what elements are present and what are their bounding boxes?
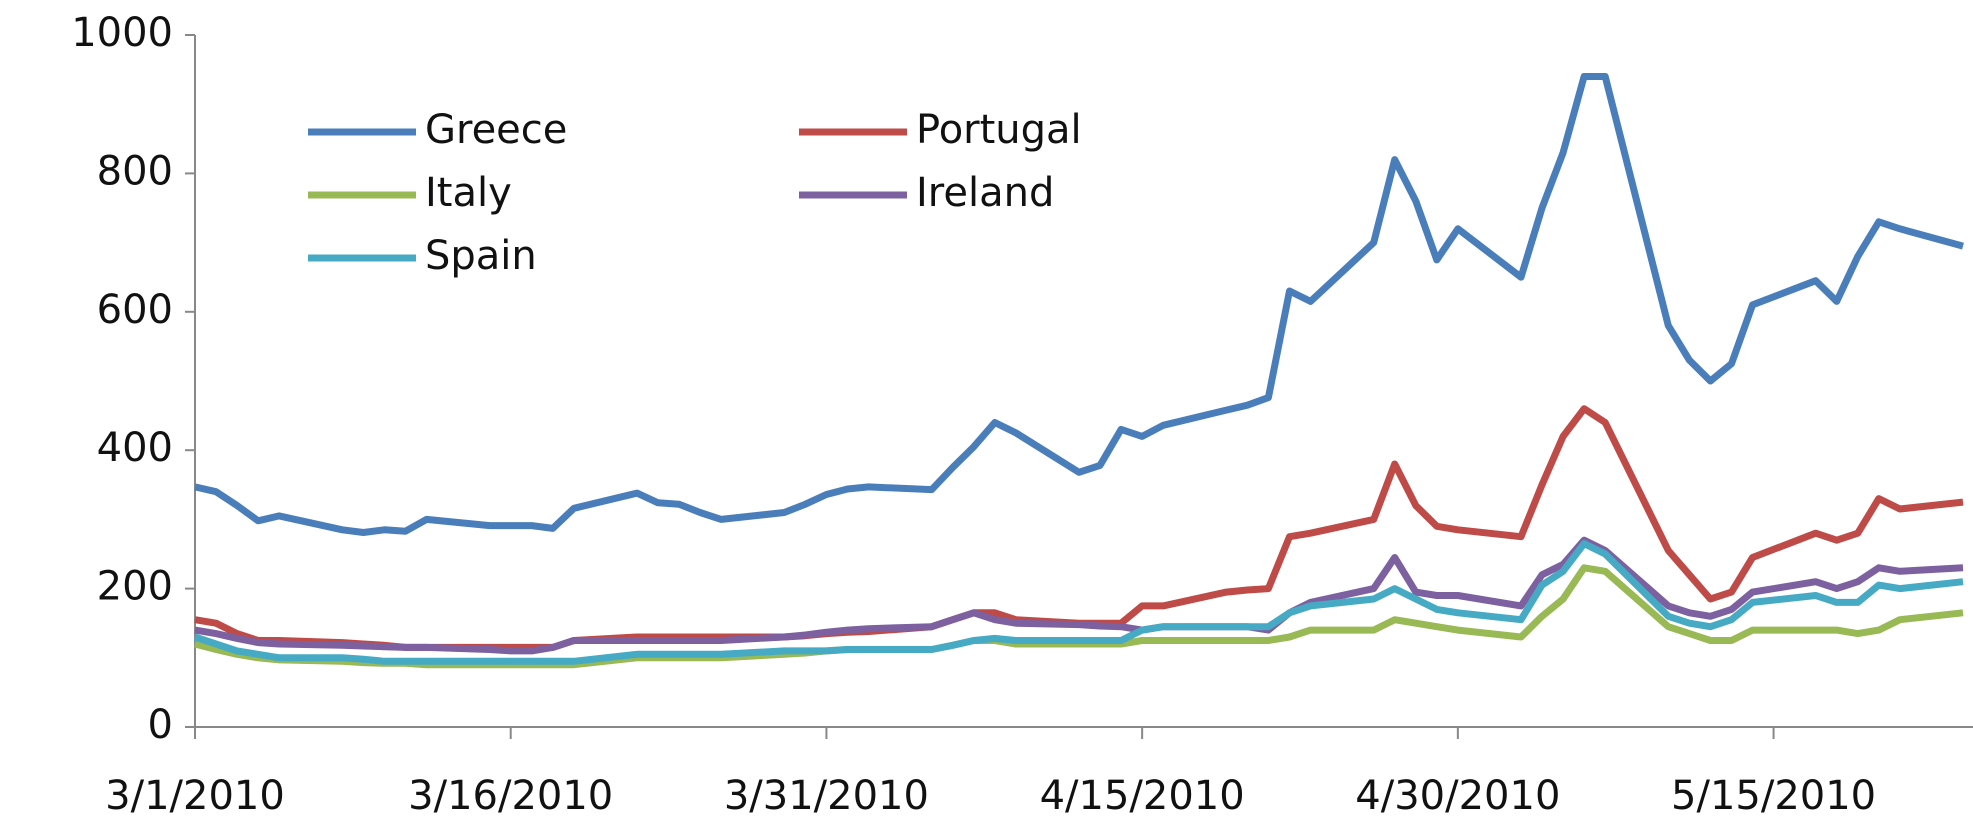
y-tick-label: 1000 (71, 10, 173, 56)
x-tick-label: 3/16/2010 (408, 773, 613, 819)
x-tick-label: 5/15/2010 (1671, 773, 1876, 819)
legend-label: Ireland (916, 170, 1054, 216)
legend-label: Portugal (916, 107, 1082, 153)
series-line (194, 73, 1964, 536)
legend-label: Greece (425, 107, 567, 153)
x-tick-label: 3/31/2010 (724, 773, 929, 819)
y-tick-label: 600 (97, 287, 173, 333)
y-tick-label: 200 (97, 564, 173, 610)
y-tick-label: 800 (97, 148, 173, 194)
legend-label: Spain (425, 233, 537, 279)
series-line (193, 540, 1964, 665)
legend-label: Italy (425, 170, 512, 216)
series-line (194, 536, 1964, 655)
y-tick-label: 0 (148, 702, 173, 748)
x-tick-label: 4/15/2010 (1040, 773, 1245, 819)
x-tick-label: 4/30/2010 (1355, 773, 1560, 819)
x-tick-label: 3/1/2010 (105, 773, 285, 819)
y-tick-label: 400 (97, 425, 173, 471)
